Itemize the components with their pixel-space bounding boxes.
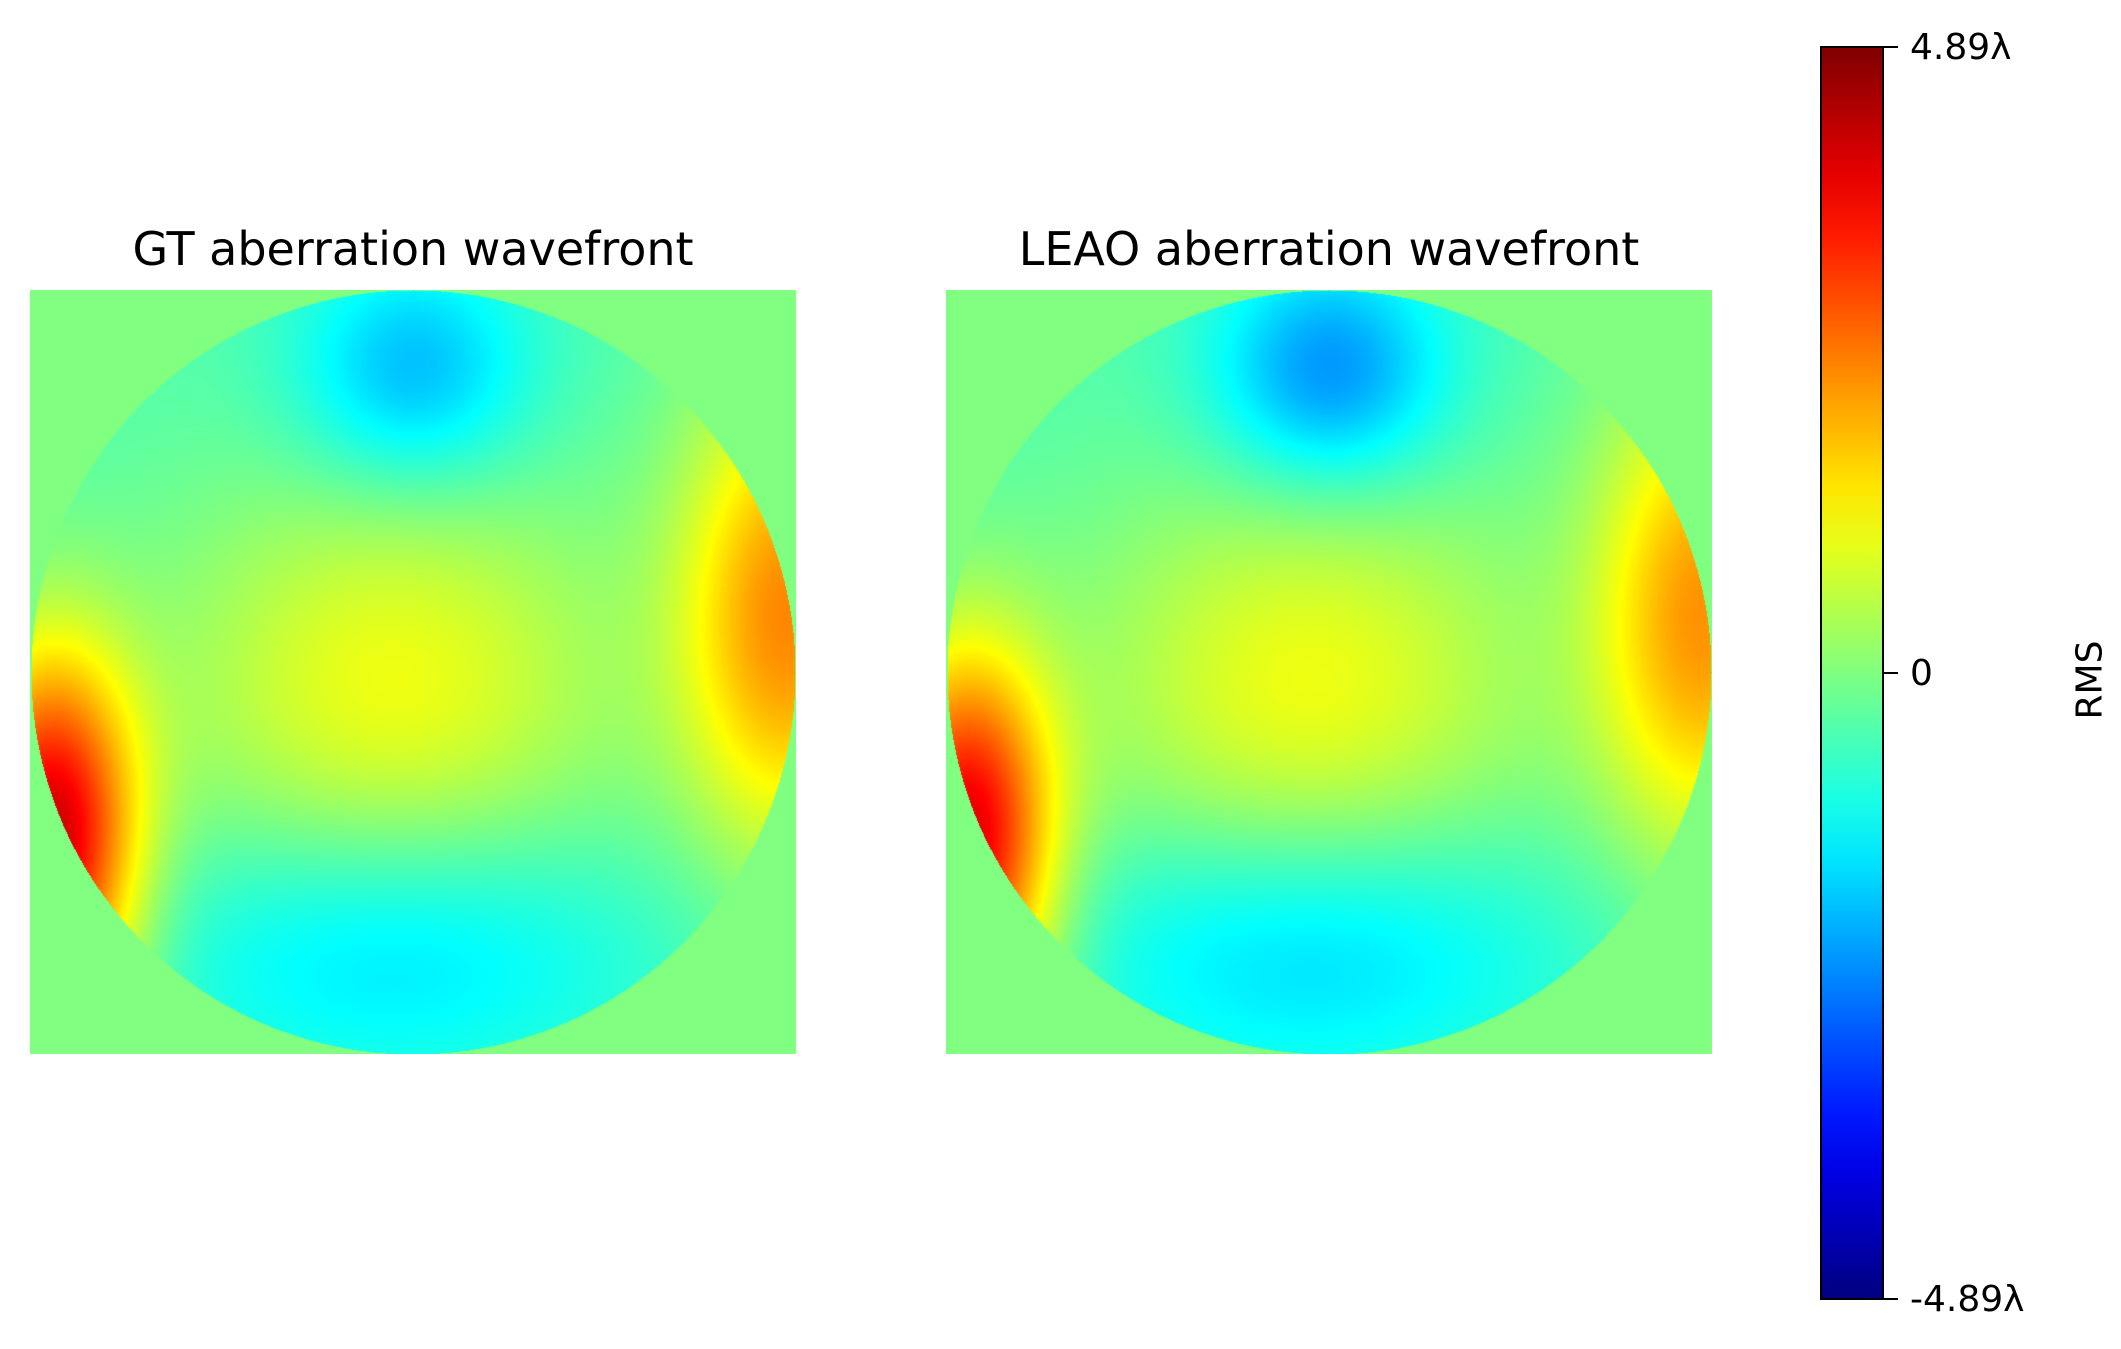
colorbar-tick-top [1884, 46, 1898, 48]
colorbar [1820, 46, 1884, 1300]
gt-panel-title: GT aberration wavefront [132, 222, 694, 276]
leao-panel-title: LEAO aberration wavefront [1018, 222, 1640, 276]
colorbar-tick-zero [1884, 672, 1898, 674]
colorbar-label: RMS [2069, 640, 2111, 720]
colorbar-tick-bottom [1884, 1298, 1898, 1300]
gt-wavefront-heatmap [30, 290, 796, 1054]
colorbar-tick-label-bottom: -4.89λ [1910, 1279, 2025, 1320]
colorbar-tick-label-top: 4.89λ [1910, 27, 2012, 68]
leao-wavefront-heatmap [946, 290, 1712, 1054]
colorbar-tick-label-zero: 0 [1910, 653, 1933, 694]
